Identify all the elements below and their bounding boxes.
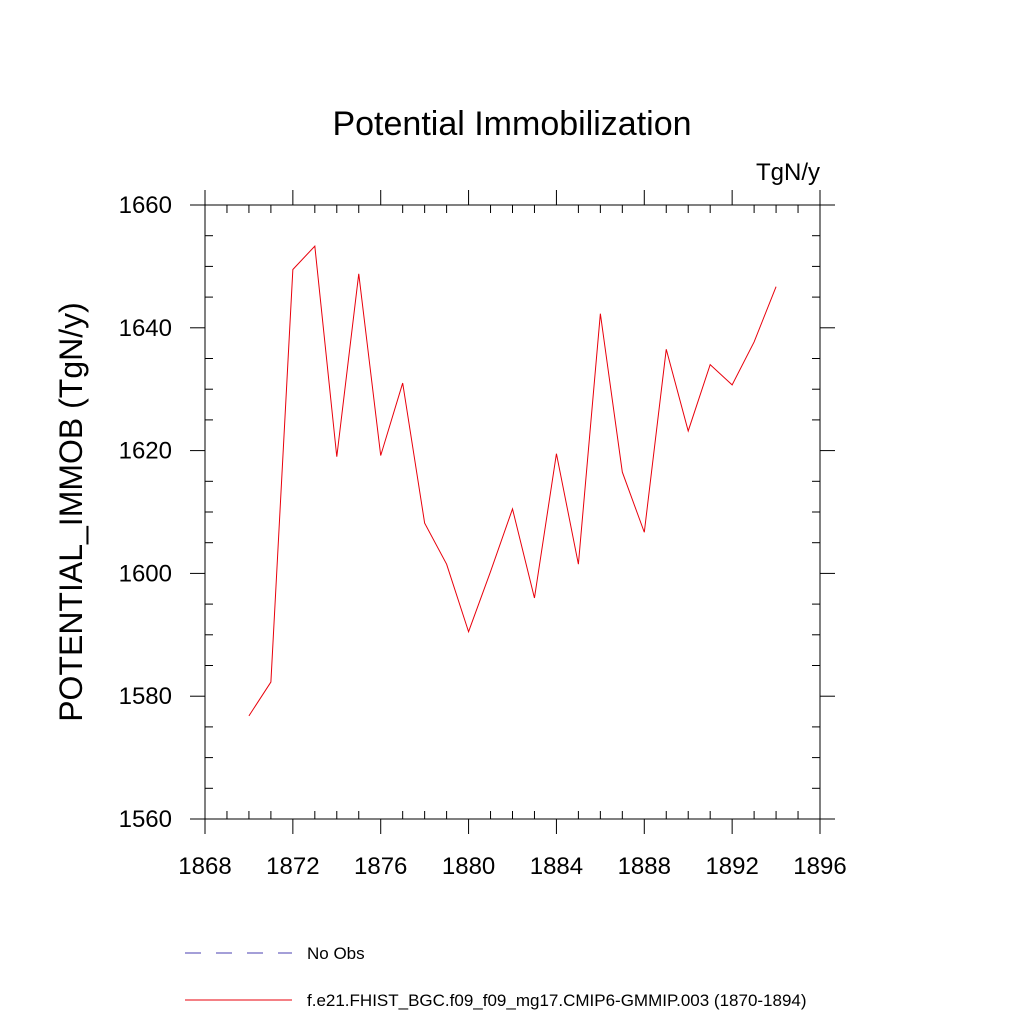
series-layer — [248, 245, 777, 717]
legend: No Obs f.e21.FHIST_BGC.f09_f09_mg17.CMIP6… — [185, 944, 807, 1010]
legend-label-1: f.e21.FHIST_BGC.f09_f09_mg17.CMIP6-GMMIP… — [307, 991, 807, 1010]
y-tick-label: 1600 — [119, 560, 172, 587]
x-tick-label: 1872 — [266, 853, 319, 880]
x-tick-label: 1876 — [354, 853, 407, 880]
x-tick-label: 1868 — [178, 853, 231, 880]
units-label: TgN/y — [756, 159, 820, 186]
legend-label-0: No Obs — [307, 944, 365, 963]
plot-frame — [204, 204, 821, 820]
x-tick-label: 1888 — [618, 853, 671, 880]
y-tick-label: 1620 — [119, 438, 172, 465]
x-tick-label: 1892 — [705, 853, 758, 880]
chart-title: Potential Immobilization — [332, 105, 691, 143]
x-tick-label: 1896 — [793, 853, 846, 880]
y-tick-label: 1580 — [119, 683, 172, 710]
y-tick-label: 1640 — [119, 315, 172, 342]
y-axis-label: POTENTIAL_IMMOB (TgN/y) — [53, 302, 89, 722]
series-line-1 — [248, 245, 777, 717]
x-tick-label: 1880 — [442, 853, 495, 880]
y-tick-label: 1660 — [119, 192, 172, 219]
axes: 1560 1580 1600 1620 1640 1660 1868 1872 1876 1880… — [119, 190, 847, 880]
x-tick-label: 1884 — [530, 853, 583, 880]
y-tick-label: 1560 — [119, 806, 172, 833]
